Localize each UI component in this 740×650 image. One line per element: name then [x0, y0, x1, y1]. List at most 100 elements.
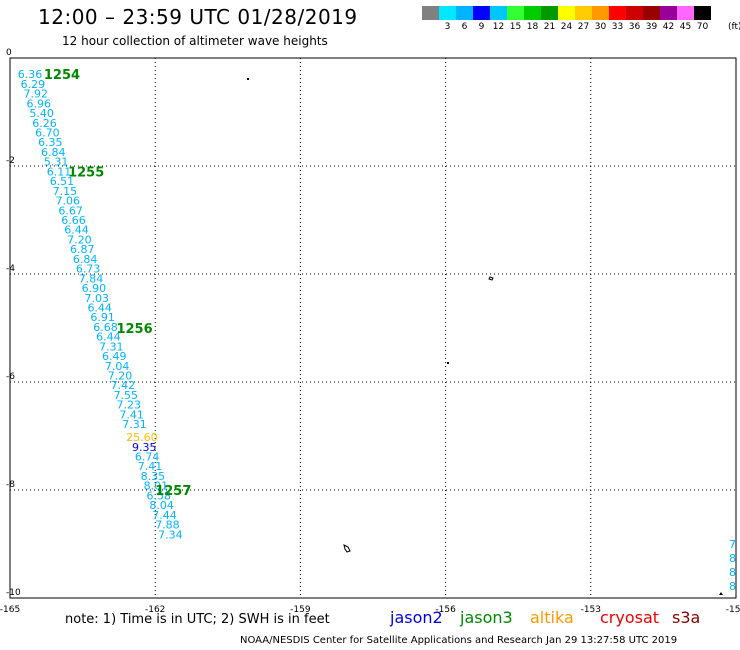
track-time-label: 1256 [116, 322, 152, 337]
wave-height-value: 7.92 [24, 88, 49, 101]
wave-height-value: 6.67 [58, 204, 83, 217]
scale-swatch: 30 [592, 6, 609, 32]
lat-tick-label: -2 [6, 156, 15, 166]
scale-swatch: 27 [575, 6, 592, 32]
legend-jason2: jason2 [390, 608, 443, 627]
wave-height-color-scale: 3 6 9 12 15 18 21 24 27 30 33 36 39 42 45 70 [422, 6, 711, 32]
island-shape [247, 78, 249, 80]
edge-wave-value: 7 [729, 538, 736, 551]
island-shape [447, 362, 449, 364]
scale-label: 21 [543, 22, 556, 32]
lon-tick-label: -159 [290, 605, 311, 615]
scale-label: 70 [696, 22, 709, 32]
scale-swatch: 15 [507, 6, 524, 32]
legend-cryosat: cryosat [600, 608, 660, 627]
wave-height-value: 6.35 [38, 136, 63, 149]
wave-height-value: 6.68 [93, 321, 118, 334]
legend-jason3: jason3 [460, 608, 513, 627]
wave-height-value: 5.31 [44, 156, 69, 169]
lat-tick-label: 0 [6, 48, 12, 58]
scale-label: 9 [478, 22, 485, 32]
scale-swatch: 24 [558, 6, 575, 32]
wave-height-value: 7.20 [67, 233, 92, 246]
scale-swatch: 18 [524, 6, 541, 32]
track-time-label: 1255 [68, 165, 104, 180]
wave-height-value: 6.44 [64, 224, 89, 237]
island-shape [719, 592, 723, 595]
island-shape [488, 276, 494, 281]
wave-height-value: 6.84 [41, 146, 65, 159]
wave-height-value: 7.84 [79, 272, 104, 285]
map-subtitle: 12 hour collection of altimeter wave hei… [62, 34, 328, 48]
wave-height-value: 7.03 [85, 292, 110, 305]
scale-label: 36 [628, 22, 641, 32]
scale-swatch: 33 [609, 6, 626, 32]
scale-label: 18 [526, 22, 539, 32]
lon-tick-label: -165 [0, 605, 20, 615]
scale-swatch: 42 [660, 6, 677, 32]
wave-height-value: 6.58 [146, 489, 171, 502]
scale-label: 45 [679, 22, 692, 32]
wave-height-value: 7.04 [105, 360, 130, 373]
wave-height-value: 7.88 [155, 519, 180, 532]
lon-tick-label: -153 [581, 605, 601, 615]
map-title: 12:00 – 23:59 UTC 01/28/2019 [38, 5, 358, 29]
lon-tick-label: -156 [435, 605, 456, 615]
scale-label: 6 [461, 22, 468, 32]
edge-wave-value: 8 [729, 566, 736, 579]
legend-s3a: s3a [672, 608, 701, 627]
scale-swatch [422, 6, 439, 20]
wave-height-value: 6.29 [21, 78, 46, 91]
edge-wave-value: 8 [729, 552, 736, 565]
wave-height-value: 6.84 [73, 253, 98, 266]
track-time-label: 1257 [155, 484, 191, 499]
scale-label: 3 [444, 22, 451, 32]
wave-height-value: 5.40 [29, 107, 54, 120]
scale-label: 39 [645, 22, 658, 32]
wave-height-value: 6.90 [82, 282, 107, 295]
wave-height-value: 7.15 [53, 185, 77, 198]
scale-label: 42 [662, 22, 675, 32]
units-note: note: 1) Time is in UTC; 2) SWH is in fe… [65, 612, 330, 627]
wave-height-value: 6.44 [87, 301, 112, 314]
map-frame [9, 57, 737, 599]
wave-height-value: 6.51 [50, 175, 75, 188]
wave-height-value: 7.44 [152, 509, 177, 522]
lat-tick-label: -8 [6, 480, 15, 490]
scale-unit: (ft) [728, 22, 740, 32]
track-time-label: 1254 [44, 68, 80, 83]
scale-label: 30 [594, 22, 607, 32]
wave-height-value: 7.41 [138, 460, 163, 473]
wave-height-value: 8.35 [141, 470, 166, 483]
wave-height-value: 6.66 [61, 214, 86, 227]
wave-height-value: 7.55 [114, 389, 138, 402]
scale-swatch: 45 [677, 6, 694, 32]
wave-height-value: 6.70 [35, 127, 60, 140]
lat-tick-label: -4 [6, 264, 15, 274]
scale-label: 12 [492, 22, 505, 32]
scale-swatch: 39 [643, 6, 660, 32]
wave-height-value: 6.96 [26, 97, 51, 110]
scale-swatch: 36 [626, 6, 643, 32]
footer-credit: NOAA/NESDIS Center for Satellite Applica… [240, 635, 678, 646]
wave-height-value: 6.26 [32, 117, 57, 130]
wave-height-value: 7.41 [119, 408, 144, 421]
lat-tick-label: -10 [6, 588, 21, 598]
wave-height-value: 6.49 [102, 350, 127, 363]
lat-tick-label: -6 [6, 372, 15, 382]
scale-swatch: 21 [541, 6, 558, 32]
scale-label: 33 [611, 22, 624, 32]
lon-tick-label: -162 [145, 605, 165, 615]
wave-height-value: 7.20 [108, 370, 133, 383]
wave-height-value: 6.44 [96, 331, 121, 344]
scale-swatch: 3 [439, 6, 456, 32]
scale-label: 15 [509, 22, 522, 32]
wave-height-value: 7.42 [111, 379, 136, 392]
wave-height-value: 7.23 [116, 399, 141, 412]
lon-tick-label: -150 [726, 605, 740, 615]
wave-height-value: 8.01 [144, 480, 169, 493]
scale-swatch: 70 [694, 6, 711, 32]
wave-height-value: 8.04 [149, 499, 174, 512]
